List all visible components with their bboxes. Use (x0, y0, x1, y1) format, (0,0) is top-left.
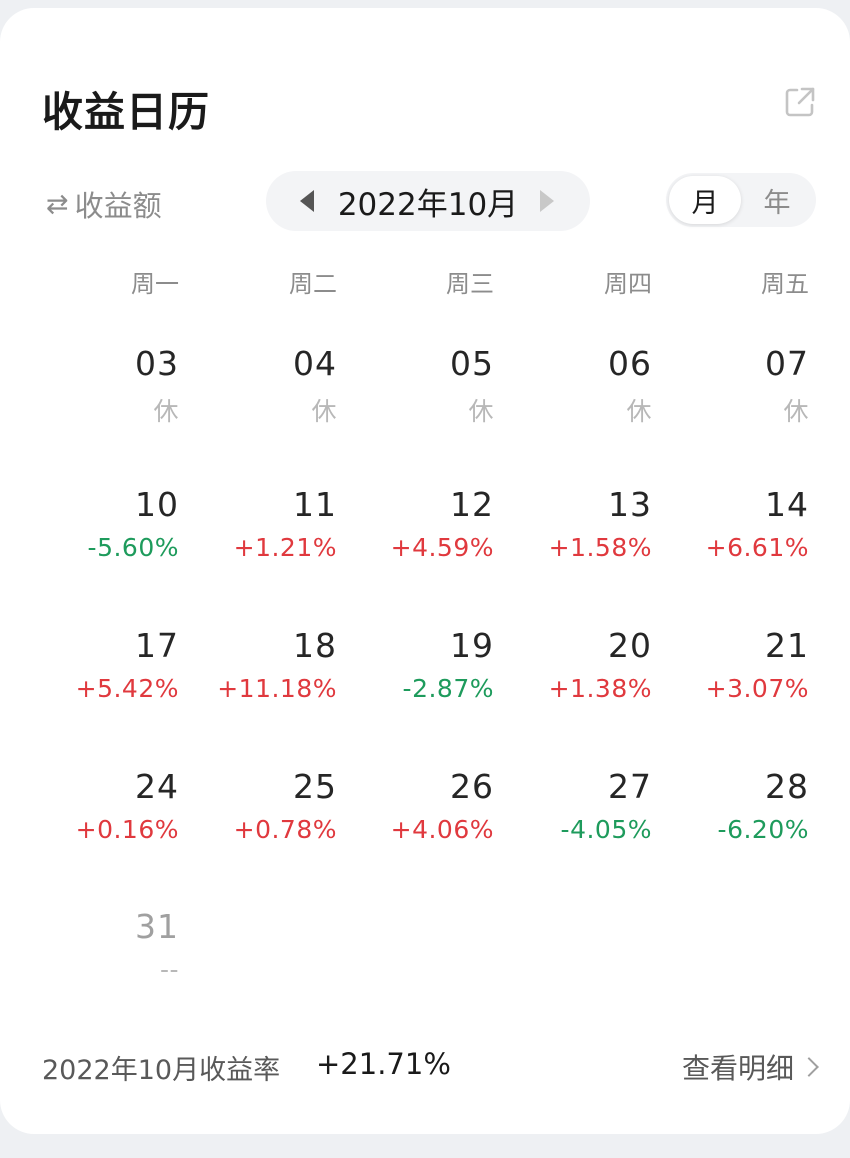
calendar-day-cell[interactable]: 12 +4.59% (324, 485, 494, 585)
day-return-value: +0.16% (75, 815, 179, 844)
day-number: 27 (608, 767, 652, 806)
weekday-label: 周三 (446, 270, 494, 298)
previous-month-icon[interactable] (300, 190, 314, 212)
period-switch: 月 年 (666, 173, 816, 227)
current-month-label: 2022年10月 (337, 186, 519, 223)
calendar-day-cell[interactable]: 27 -4.05% (482, 767, 652, 867)
day-number: 04 (293, 344, 337, 383)
day-return-value: +3.07% (705, 674, 809, 703)
day-number: 12 (450, 485, 494, 524)
calendar-day-cell[interactable]: 07 休 (639, 344, 809, 444)
calendar-day-cell[interactable]: 14 +6.61% (639, 485, 809, 585)
weekday-label: 周一 (131, 270, 179, 298)
day-number: 14 (765, 485, 809, 524)
profit-calendar-card: 收益日历 ⇄ 收益额 2022年10月 月 年 周一 周二 周三 周四 周五 03 休 04… (0, 8, 850, 1134)
day-return-value: 休 (468, 397, 494, 426)
day-number: 18 (293, 626, 337, 665)
day-return-value: -6.20% (717, 815, 809, 844)
day-number: 19 (450, 626, 494, 665)
day-return-value: +4.06% (390, 815, 494, 844)
metric-toggle-label: 收益额 (74, 189, 162, 223)
day-return-value: +11.18% (217, 674, 337, 703)
calendar-day-cell[interactable]: 31 -- (9, 907, 179, 1007)
day-number: 25 (293, 767, 337, 806)
calendar-day-cell[interactable]: 28 -6.20% (639, 767, 809, 867)
external-link-icon[interactable] (782, 84, 818, 120)
calendar-day-cell[interactable]: 21 +3.07% (639, 626, 809, 726)
day-return-value: +1.38% (548, 674, 652, 703)
monthly-return-label: 2022年10月收益率 (42, 1055, 281, 1086)
weekday-header: 周一 周二 周三 周四 周五 (0, 264, 850, 298)
day-number: 17 (135, 626, 179, 665)
calendar-day-cell[interactable]: 20 +1.38% (482, 626, 652, 726)
day-number: 10 (135, 485, 179, 524)
month-navigator: 2022年10月 (266, 171, 590, 231)
day-number: 11 (293, 485, 337, 524)
calendar-day-cell[interactable]: 24 +0.16% (9, 767, 179, 867)
day-number: 21 (765, 626, 809, 665)
next-month-icon[interactable] (540, 190, 554, 212)
day-return-value: -4.05% (560, 815, 652, 844)
calendar-day-cell[interactable]: 05 休 (324, 344, 494, 444)
calendar-day-cell[interactable]: 11 +1.21% (167, 485, 337, 585)
calendar-day-cell[interactable]: 03 休 (9, 344, 179, 444)
chevron-right-icon (799, 1057, 819, 1077)
day-number: 07 (765, 344, 809, 383)
day-number: 03 (135, 344, 179, 383)
day-number: 06 (608, 344, 652, 383)
day-return-value: -- (159, 955, 179, 984)
calendar-day-cell[interactable]: 19 -2.87% (324, 626, 494, 726)
metric-toggle-button[interactable]: ⇄ 收益额 (46, 183, 162, 225)
weekday-label: 周二 (289, 270, 337, 298)
calendar-day-cell[interactable]: 10 -5.60% (9, 485, 179, 585)
period-month-tab[interactable]: 月 (669, 176, 741, 224)
calendar-day-cell[interactable]: 04 休 (167, 344, 337, 444)
day-number: 28 (765, 767, 809, 806)
monthly-return-value: +21.71% (316, 1047, 451, 1081)
calendar-day-cell[interactable]: 26 +4.06% (324, 767, 494, 867)
calendar-day-cell[interactable]: 17 +5.42% (9, 626, 179, 726)
day-number: 13 (608, 485, 652, 524)
day-return-value: +1.58% (548, 533, 652, 562)
day-return-value: +0.78% (233, 815, 337, 844)
day-return-value: +1.21% (233, 533, 337, 562)
day-number: 26 (450, 767, 494, 806)
view-details-link[interactable]: 查看明细 (681, 1047, 819, 1087)
period-year-tab[interactable]: 年 (763, 187, 791, 219)
swap-arrows-icon: ⇄ (46, 188, 69, 220)
day-return-value: +6.61% (705, 533, 809, 562)
weekday-label: 周四 (604, 270, 652, 298)
calendar-day-cell[interactable]: 18 +11.18% (167, 626, 337, 726)
day-return-value: -2.87% (402, 674, 494, 703)
day-number: 31 (135, 907, 179, 946)
calendar-day-cell[interactable]: 06 休 (482, 344, 652, 444)
day-return-value: 休 (153, 397, 179, 426)
day-number: 20 (608, 626, 652, 665)
view-details-label: 查看明细 (681, 1052, 794, 1085)
day-return-value: +4.59% (390, 533, 494, 562)
calendar-day-cell[interactable]: 25 +0.78% (167, 767, 337, 867)
day-number: 05 (450, 344, 494, 383)
day-return-value: 休 (783, 397, 809, 426)
weekday-label: 周五 (761, 270, 809, 298)
day-number: 24 (135, 767, 179, 806)
card-title: 收益日历 (42, 88, 210, 136)
day-return-value: 休 (626, 397, 652, 426)
day-return-value: +5.42% (75, 674, 179, 703)
calendar-day-cell[interactable]: 13 +1.58% (482, 485, 652, 585)
day-return-value: 休 (311, 397, 337, 426)
day-return-value: -5.60% (87, 533, 179, 562)
